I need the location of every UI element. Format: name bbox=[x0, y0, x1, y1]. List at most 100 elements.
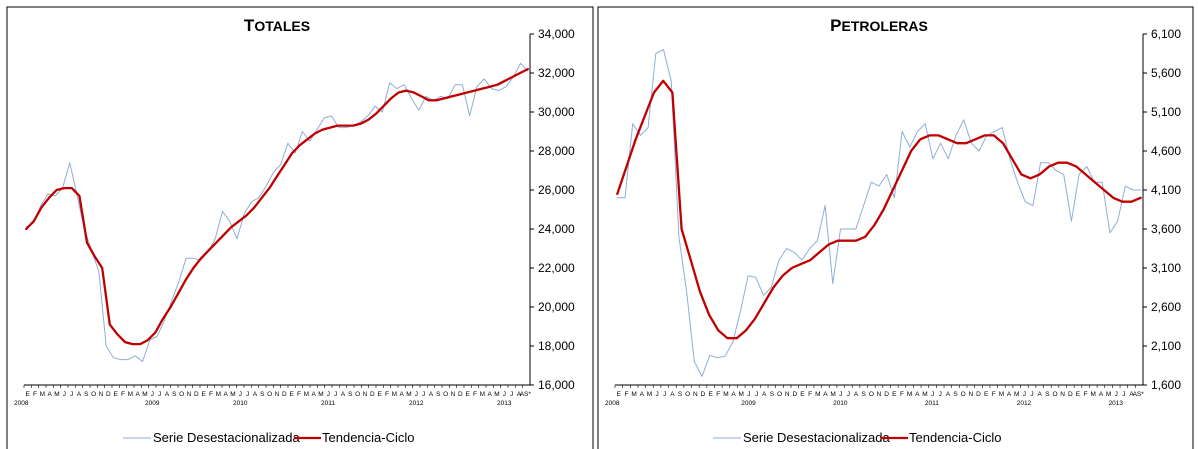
y-tick-label: 5,100 bbox=[1151, 105, 1181, 119]
x-tick-label: A bbox=[823, 391, 828, 398]
chart-panel-2: PETROLERAS 1,600 2,100 2,600 3,100 3,600 4,100… bbox=[597, 6, 1194, 449]
x-tick-label: D bbox=[194, 391, 199, 398]
year-label: 2012 bbox=[1017, 400, 1032, 407]
x-tick-label: E bbox=[984, 391, 989, 398]
x-tick-label: J bbox=[246, 391, 249, 398]
y-tick-label: 3,100 bbox=[1151, 261, 1181, 275]
x-tick-label: J bbox=[839, 391, 842, 398]
x-tick-label: D bbox=[458, 391, 463, 398]
x-tick-label: D bbox=[792, 391, 797, 398]
x-tick-label: N bbox=[363, 391, 368, 398]
x-tick-label: J bbox=[334, 391, 337, 398]
x-tick-label: N bbox=[877, 391, 882, 398]
y-tick-label: 5,600 bbox=[1151, 66, 1181, 80]
x-tick-label: M bbox=[922, 391, 927, 398]
x-tick-label: S bbox=[1045, 391, 1050, 398]
x-tick-label: S bbox=[172, 391, 177, 398]
x-tick-label: A bbox=[135, 391, 140, 398]
x-tick-label: M bbox=[723, 391, 728, 398]
x-tick-label: A bbox=[517, 391, 522, 398]
x-tick-label: J bbox=[503, 391, 506, 398]
y-tick-label: 22,000 bbox=[538, 261, 575, 275]
x-tick-label: J bbox=[151, 391, 154, 398]
x-tick-label: M bbox=[647, 391, 652, 398]
legend-label-desestacionalizada: Serie Desestacionalizada bbox=[743, 430, 890, 445]
x-tick-label-last: AS* bbox=[1133, 391, 1145, 398]
x-tick-label: O bbox=[685, 391, 690, 398]
x-tick-label: J bbox=[1122, 391, 1125, 398]
year-label: 2013 bbox=[1109, 400, 1124, 407]
year-label: 2010 bbox=[833, 400, 848, 407]
x-tick-label: D bbox=[282, 391, 287, 398]
x-tick-label: E bbox=[708, 391, 713, 398]
chart-title: PETROLERAS bbox=[830, 16, 928, 35]
x-tick-label: F bbox=[1084, 391, 1088, 398]
x-tick-label: D bbox=[370, 391, 375, 398]
x-tick-label: F bbox=[297, 391, 301, 398]
year-label: 2011 bbox=[925, 400, 939, 407]
year-label: 2008 bbox=[605, 400, 620, 407]
chart-title: TOTALES bbox=[244, 16, 310, 35]
x-tick-label: E bbox=[377, 391, 382, 398]
x-tick-label: F bbox=[808, 391, 812, 398]
x-tick-label: J bbox=[63, 391, 66, 398]
x-tick-label: M bbox=[907, 391, 912, 398]
x-tick-label: M bbox=[830, 391, 835, 398]
x-tick-label: N bbox=[275, 391, 280, 398]
x-tick-label: A bbox=[47, 391, 52, 398]
legend-label-tendencia-ciclo: Tendencia-Ciclo bbox=[909, 430, 1002, 445]
x-tick-label: M bbox=[494, 391, 499, 398]
x-tick-label: J bbox=[415, 391, 418, 398]
series-line-desestacionalizada bbox=[25, 62, 529, 363]
x-tick-label: N bbox=[451, 391, 456, 398]
y-tick-label: 20,000 bbox=[538, 300, 575, 314]
x-tick-label: O bbox=[179, 391, 184, 398]
x-tick-label: E bbox=[617, 391, 622, 398]
x-tick-label: M bbox=[230, 391, 235, 398]
x-tick-label: M bbox=[631, 391, 636, 398]
x-tick-label: F bbox=[900, 391, 904, 398]
x-tick-label: E bbox=[892, 391, 897, 398]
x-tick-label: A bbox=[731, 391, 736, 398]
x-tick-label: N bbox=[187, 391, 192, 398]
panel-border bbox=[6, 6, 594, 449]
x-tick-label: A bbox=[77, 391, 82, 398]
panel-border bbox=[597, 6, 1194, 449]
x-tick-label: A bbox=[640, 391, 645, 398]
y-tick-label: 18,000 bbox=[538, 339, 575, 353]
x-tick-label: O bbox=[777, 391, 782, 398]
x-tick-label: M bbox=[318, 391, 323, 398]
x-tick-label: D bbox=[976, 391, 981, 398]
x-tick-label: N bbox=[693, 391, 698, 398]
x-tick-label: J bbox=[510, 391, 513, 398]
x-tick-label: M bbox=[1106, 391, 1111, 398]
x-tick-label: O bbox=[1052, 391, 1057, 398]
y-tick-label: 16,000 bbox=[538, 378, 575, 392]
y-tick-label: 30,000 bbox=[538, 105, 575, 119]
y-tick-label: 28,000 bbox=[538, 144, 575, 158]
x-tick-label: N bbox=[968, 391, 973, 398]
x-tick-label: O bbox=[355, 391, 360, 398]
x-tick-label: M bbox=[406, 391, 411, 398]
x-tick-label: E bbox=[465, 391, 470, 398]
x-tick-label: F bbox=[33, 391, 37, 398]
x-tick-label: M bbox=[54, 391, 59, 398]
y-tick-label: 4,100 bbox=[1151, 183, 1181, 197]
x-tick-label: M bbox=[128, 391, 133, 398]
x-tick-label: A bbox=[670, 391, 675, 398]
x-tick-label: E bbox=[289, 391, 294, 398]
y-tick-label: 26,000 bbox=[538, 183, 575, 197]
x-tick-label: N bbox=[785, 391, 790, 398]
year-label: 2010 bbox=[233, 400, 248, 407]
y-tick-label: 3,600 bbox=[1151, 222, 1181, 236]
x-tick-label: E bbox=[201, 391, 206, 398]
x-tick-label: F bbox=[624, 391, 628, 398]
x-tick-label: D bbox=[884, 391, 889, 398]
x-tick-label: J bbox=[1030, 391, 1033, 398]
x-tick-label: M bbox=[1014, 391, 1019, 398]
x-tick-label: M bbox=[40, 391, 45, 398]
x-tick-label: D bbox=[701, 391, 706, 398]
x-tick-label: A bbox=[854, 391, 859, 398]
